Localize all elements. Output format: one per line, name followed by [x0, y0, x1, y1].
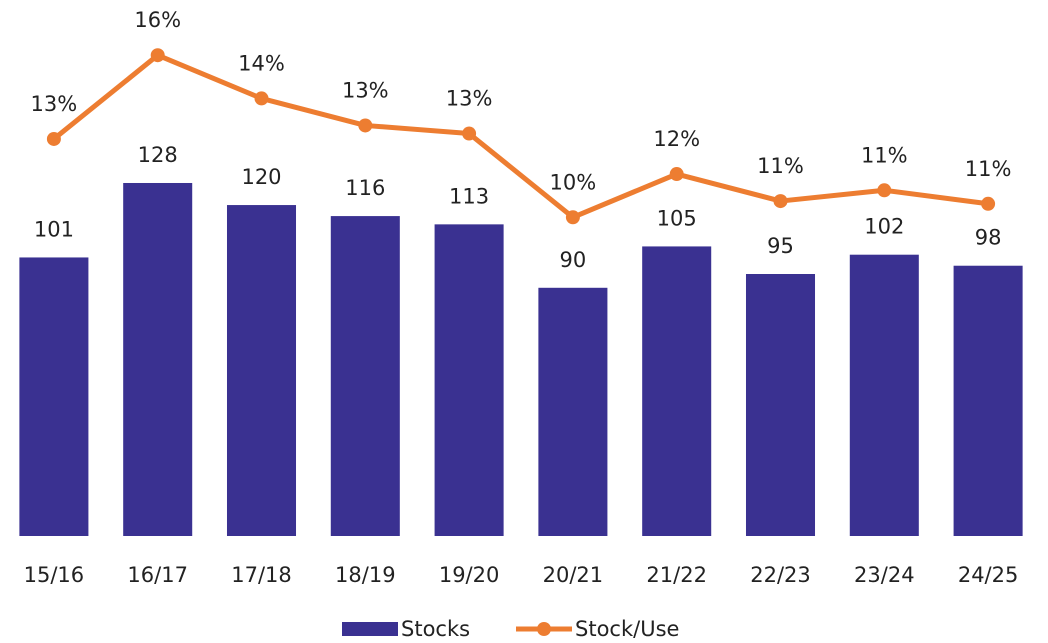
line-point — [150, 48, 165, 63]
legend-swatch-point — [537, 622, 551, 636]
line-point — [358, 118, 373, 133]
line-point — [773, 194, 788, 209]
bar-value-label: 120 — [241, 165, 281, 189]
line-value-label: 11% — [757, 154, 804, 178]
x-tick-label: 18/19 — [335, 563, 396, 587]
legend-label: Stock/Use — [575, 617, 679, 641]
line-point — [46, 131, 61, 146]
bar-value-label: 116 — [345, 176, 385, 200]
line-value-label: 11% — [861, 143, 908, 167]
bar — [330, 216, 400, 536]
bar — [538, 287, 608, 536]
line-value-label: 11% — [965, 157, 1012, 181]
line-point — [877, 183, 892, 198]
line-value-label: 13% — [31, 92, 78, 116]
x-tick-label: 24/25 — [958, 563, 1019, 587]
bar-value-label: 101 — [34, 217, 74, 241]
bar-value-label: 105 — [657, 206, 697, 230]
line-value-label: 16% — [134, 8, 181, 32]
x-tick-label: 17/18 — [231, 563, 292, 587]
x-tick-label: 16/17 — [127, 563, 188, 587]
line-value-label: 13% — [446, 87, 493, 111]
legend-swatch — [342, 622, 398, 636]
bar — [123, 182, 193, 536]
bar — [642, 246, 712, 536]
bar-value-label: 113 — [449, 184, 489, 208]
line-point — [565, 210, 580, 225]
line-point — [669, 167, 684, 182]
bar — [849, 254, 919, 536]
x-tick-label: 20/21 — [543, 563, 604, 587]
bar-value-label: 90 — [560, 248, 587, 272]
bar — [226, 205, 297, 537]
line-point — [254, 91, 269, 106]
x-tick-label: 21/22 — [646, 563, 707, 587]
line-value-label: 10% — [550, 170, 597, 194]
legend-label: Stocks — [401, 617, 470, 641]
line-point — [981, 196, 996, 211]
bar — [434, 224, 504, 536]
bar-value-label: 95 — [767, 234, 794, 258]
bar — [19, 257, 89, 536]
line-value-label: 13% — [342, 78, 389, 102]
x-tick-label: 23/24 — [854, 563, 915, 587]
bar — [745, 274, 816, 536]
bar-value-label: 98 — [975, 226, 1002, 250]
line-value-label: 14% — [238, 51, 285, 75]
x-tick-label: 22/23 — [750, 563, 811, 587]
bar-value-label: 128 — [138, 143, 178, 167]
line — [52, 52, 989, 220]
line-value-label: 12% — [653, 127, 700, 151]
line-point — [462, 126, 477, 141]
bar-value-label: 102 — [864, 215, 904, 239]
bar — [953, 265, 1023, 536]
x-tick-label: 15/16 — [24, 563, 85, 587]
x-tick-label: 19/20 — [439, 563, 500, 587]
